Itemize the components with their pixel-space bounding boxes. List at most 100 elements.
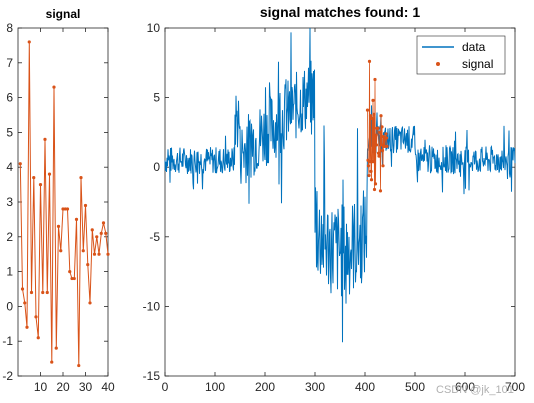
signal-point (45, 290, 49, 295)
matched-signal-point (380, 125, 384, 129)
matched-signal-point (368, 114, 373, 118)
matched-signal-point (377, 154, 382, 158)
signal-point (59, 249, 63, 253)
y-tick-label: 4 (6, 160, 13, 174)
left-series (18, 40, 110, 368)
signal-point (86, 263, 90, 267)
signal-point (81, 249, 85, 253)
legend-data-label: data (462, 40, 486, 54)
matched-signal-point (374, 143, 379, 147)
signal-point (54, 346, 58, 350)
matched-signal-point (376, 151, 381, 155)
y-tick-label: 6 (6, 91, 13, 105)
x-tick-label: 700 (505, 380, 525, 394)
legend-signal-label: signal (462, 57, 493, 71)
y-tick-label: 5 (6, 125, 13, 139)
right-series (164, 27, 516, 343)
signal-point (18, 162, 22, 166)
signal-point (79, 176, 83, 180)
signal-point (56, 224, 61, 228)
matched-signal-point (365, 108, 370, 112)
y-tick-label: 3 (6, 195, 13, 209)
matched-signal-point (366, 164, 371, 168)
signal-point (23, 301, 27, 305)
left-chart-title: signal (46, 7, 81, 21)
x-tick-label: 10 (34, 380, 48, 394)
matched-signal-point (385, 144, 389, 148)
matched-signal-point (378, 189, 383, 193)
y-tick-label: 5 (153, 91, 160, 105)
left-axes-box (17, 27, 109, 377)
matched-signal-point (372, 187, 377, 192)
signal-point (25, 325, 29, 329)
y-tick-label: -15 (143, 369, 161, 383)
matched-signal-point (371, 98, 375, 102)
y-tick-label: 0 (153, 160, 160, 174)
matched-signal-point (372, 112, 376, 116)
y-tick-label: 0 (6, 299, 13, 313)
x-tick-label: 400 (355, 380, 375, 394)
signal-point (104, 231, 108, 235)
y-tick-label: 1 (6, 265, 13, 279)
x-tick-label: 40 (101, 380, 115, 394)
signal-point (43, 137, 47, 141)
y-tick-label: 8 (6, 21, 13, 35)
right-axes-box (164, 27, 516, 377)
signal-point (97, 252, 101, 256)
y-tick-label: 10 (147, 21, 161, 35)
matched-signal-point (367, 173, 371, 178)
signal-point (70, 276, 74, 281)
signal-point (68, 270, 72, 274)
legend-signal-swatch (436, 62, 440, 66)
matched-signal-point (381, 164, 385, 168)
legend: data signal (416, 35, 506, 75)
x-tick-label: 100 (205, 380, 225, 394)
matched-signal-point (370, 116, 374, 121)
signal-point (29, 290, 34, 295)
signal-point (34, 315, 38, 319)
y-tick-label: 2 (6, 230, 13, 244)
matched-signal-point (373, 77, 377, 82)
left-axes: signal 10 20 30 40 -2 -1 0 1 2 3 4 5 6 7 8 (2, 7, 115, 394)
x-tick-label: 200 (255, 380, 275, 394)
x-tick-label: 0 (162, 380, 169, 394)
matched-signal-point (369, 178, 374, 182)
signal-point (47, 172, 52, 176)
right-ticks: 0 100 200 300 400 500 600 700 -15 -10 -5 0 5 10 (143, 21, 526, 394)
signal-point (52, 85, 56, 89)
signal-point (36, 336, 40, 340)
signal-point (90, 228, 94, 232)
signal-point (88, 301, 92, 305)
signal-point (65, 207, 70, 211)
signal-point (63, 207, 67, 211)
matched-signal-point (379, 114, 383, 118)
matched-signal-point (368, 160, 372, 164)
signal-point (74, 217, 79, 221)
signal-point (92, 252, 97, 256)
x-tick-label: 500 (405, 380, 425, 394)
signal-point (50, 360, 54, 364)
matched-signal-point (379, 143, 384, 147)
matched-signal-point (380, 148, 385, 153)
signal-point (72, 276, 76, 281)
signal-point (20, 287, 25, 291)
y-tick-label: -1 (2, 334, 13, 348)
signal-point (83, 203, 88, 208)
right-axes: signal matches found: 1 0 100 200 300 400 500… (143, 4, 526, 394)
matched-signal-point (376, 126, 380, 130)
right-chart-title: signal matches found: 1 (260, 4, 420, 20)
signal-point (95, 235, 99, 239)
signal-point (61, 207, 65, 211)
y-tick-label: 7 (6, 56, 13, 70)
matched-signal-point (373, 182, 378, 186)
signal-point (27, 40, 31, 44)
signal-point (101, 221, 106, 225)
matched-signal-point (369, 169, 373, 173)
x-tick-label: 600 (455, 380, 475, 394)
legend-box (416, 35, 506, 75)
watermark: CSDN @jk_101 (436, 384, 514, 396)
y-tick-label: -2 (2, 369, 13, 383)
matched-signal-point (374, 133, 378, 137)
x-tick-label: 20 (56, 380, 70, 394)
